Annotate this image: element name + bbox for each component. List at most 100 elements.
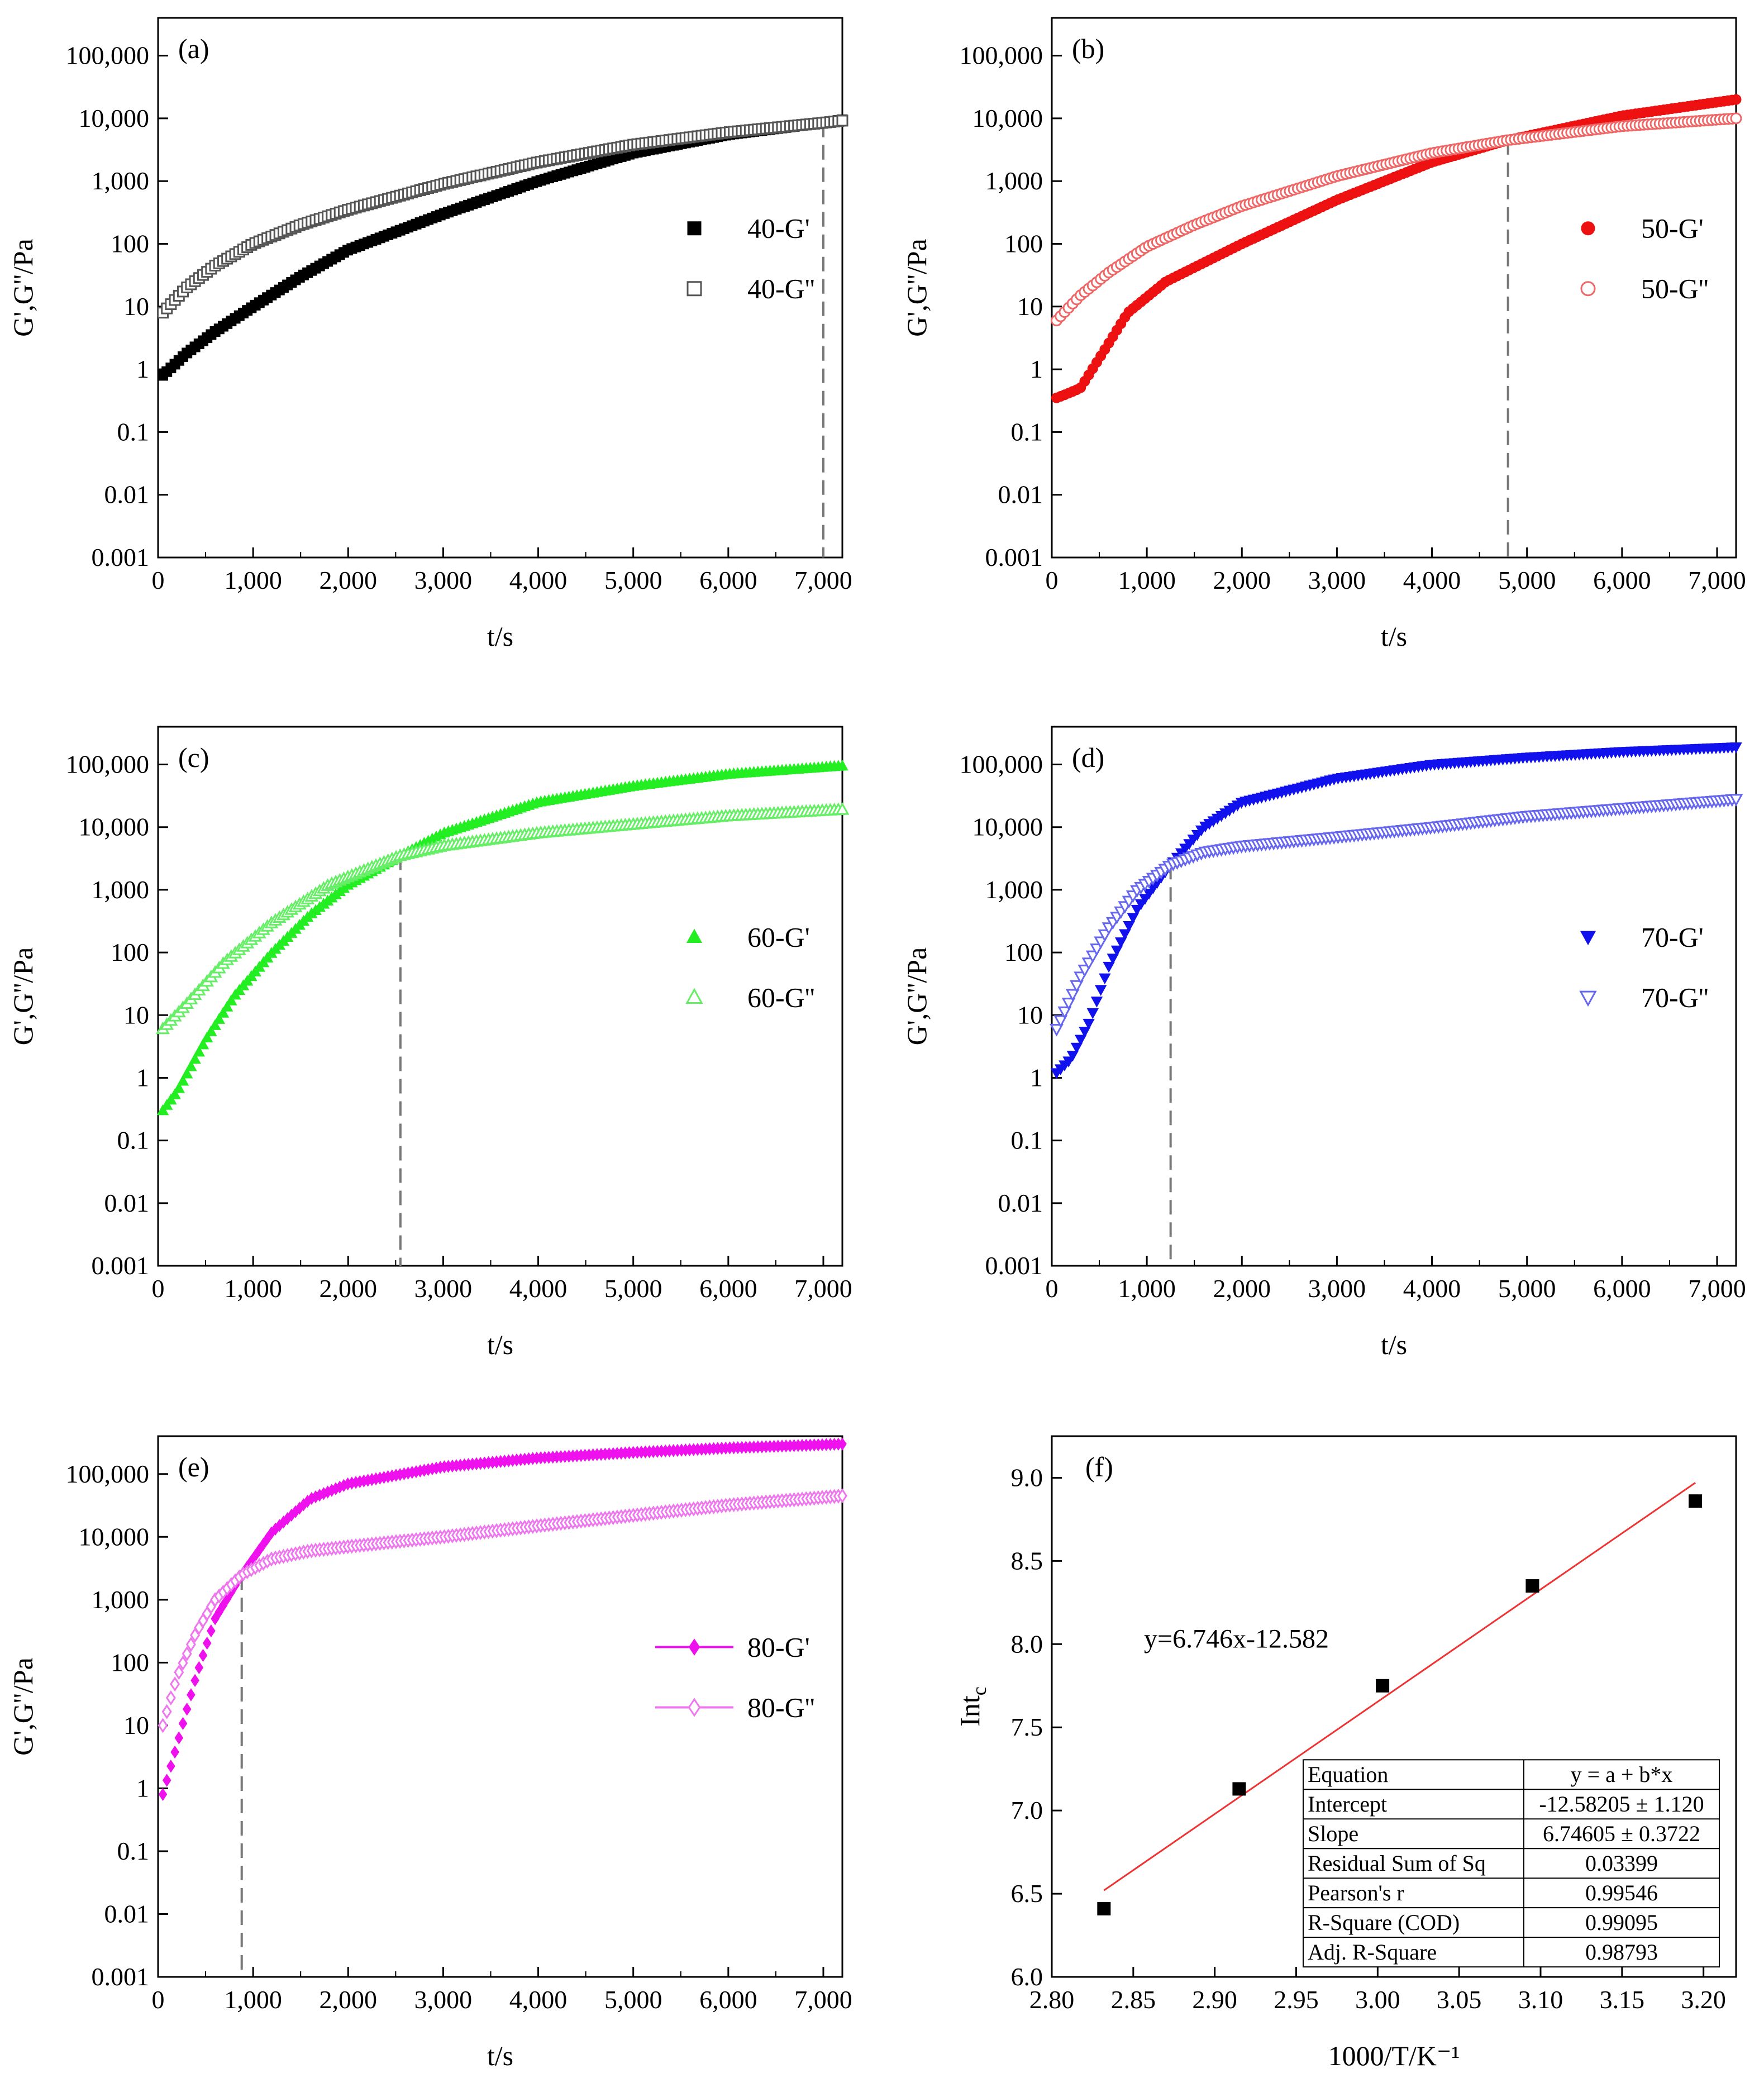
y-tick-label: 1,000	[92, 1585, 150, 1614]
data-point	[169, 1088, 181, 1099]
data-point	[174, 1731, 184, 1745]
stats-cell-label: R-Square (COD)	[1308, 1910, 1460, 1935]
legend-marker	[687, 221, 702, 236]
series-0	[158, 1437, 847, 1801]
x-tick-label: 3,000	[414, 1274, 473, 1303]
panel-2: 0 1,000 2,000 3,000 4,000 5,000 6,000 7,000 0.00…	[7, 726, 852, 1360]
stats-cell-label: Equation	[1308, 1762, 1388, 1787]
stats-table-border	[1303, 1759, 1720, 1968]
y-tick-label: 0.1	[117, 1126, 150, 1155]
x-axis-title: 1000/T/K⁻¹	[1328, 2040, 1460, 2071]
data-point	[836, 115, 848, 127]
data-point	[209, 1019, 221, 1030]
y-tick-label: 10	[123, 1711, 149, 1739]
y-tick-label: 8.5	[1011, 1546, 1043, 1575]
x-tick-label: 1,000	[224, 566, 282, 594]
y-tick-label: 100,000	[960, 750, 1043, 779]
data-point	[173, 1082, 185, 1093]
panel-4: 0 1,000 2,000 3,000 4,000 5,000 6,000 7,000 0.00…	[7, 1435, 852, 2071]
x-tick-label: 4,000	[509, 1274, 568, 1303]
y-axis-title: G',G''/Pa	[901, 947, 932, 1046]
legend-label: 80-G'	[747, 1632, 810, 1663]
data-point	[1090, 997, 1103, 1008]
data-point	[1090, 943, 1104, 956]
y-tick-label: 10,000	[972, 813, 1043, 841]
stats-cell-value: y = a + b*x	[1571, 1762, 1673, 1787]
x-axis-title: t/s	[1381, 1329, 1407, 1360]
stats-cell-label: Slope	[1308, 1821, 1358, 1846]
data-point	[1119, 929, 1131, 941]
data-point	[193, 1045, 206, 1057]
y-axis-title: G',G''/Pa	[7, 239, 39, 337]
y-tick-label: 100	[111, 1648, 149, 1676]
y-tick-label: 100	[1004, 230, 1043, 258]
x-axis-title: t/s	[1381, 621, 1407, 652]
y-tick-label: 100,000	[66, 1460, 150, 1488]
y-tick-label: 7.0	[1011, 1796, 1043, 1824]
x-tick-label: 6,000	[699, 1274, 757, 1303]
data-point	[1107, 954, 1119, 965]
data-point	[1085, 950, 1100, 964]
data-point	[1061, 998, 1076, 1011]
data-point	[162, 1774, 171, 1787]
legend-marker	[1581, 221, 1595, 236]
x-tick-label: 6,000	[699, 1985, 757, 2014]
data-point	[187, 1688, 196, 1702]
data-point	[1098, 929, 1112, 942]
data-point	[1086, 1008, 1099, 1019]
x-tick-label: 5,000	[1498, 566, 1556, 594]
x-tick-label: 3,000	[1308, 566, 1366, 594]
x-tick-label: 6,000	[1593, 1274, 1651, 1303]
x-tick-label: 1,000	[1118, 1274, 1176, 1303]
panel-label: (e)	[178, 1451, 209, 1483]
panel-label: (b)	[1072, 33, 1104, 64]
x-axis-title: t/s	[487, 1329, 513, 1360]
data-point	[1094, 936, 1108, 950]
data-point	[1730, 742, 1742, 754]
data-point	[1094, 985, 1107, 996]
legend-label: 40-G'	[747, 213, 810, 244]
data-point	[835, 802, 850, 815]
plot-frame	[1051, 1435, 1737, 1978]
x-tick-label: 4,000	[509, 1985, 568, 2014]
panel-0: 0 1,000 2,000 3,000 4,000 5,000 6,000 7,000 0.00…	[7, 17, 852, 652]
x-tick-label: 2.90	[1192, 1985, 1237, 2014]
data-point	[160, 1099, 173, 1110]
data-point	[207, 1624, 216, 1638]
x-axis-title: t/s	[487, 2040, 513, 2071]
data-point	[1074, 1035, 1087, 1046]
data-point	[1729, 794, 1743, 807]
legend-label: 50-G'	[1641, 213, 1704, 244]
x-tick-label: 6,000	[699, 566, 757, 594]
stats-cell-label: Adj. R-Square	[1308, 1939, 1437, 1965]
data-point	[1103, 961, 1115, 973]
data-point	[1376, 1679, 1390, 1693]
y-tick-label: 0.001	[985, 543, 1043, 571]
y-tick-label: 100	[111, 230, 149, 258]
x-tick-label: 7,000	[1688, 566, 1746, 594]
legend-marker	[1579, 990, 1597, 1007]
data-point	[1070, 1042, 1083, 1054]
y-tick-label: 10	[1017, 1000, 1043, 1029]
data-point	[1127, 913, 1140, 924]
y-tick-label: 0.1	[1011, 1126, 1043, 1155]
y-tick-label: 10	[1017, 292, 1043, 321]
x-tick-label: 7,000	[1688, 1274, 1746, 1303]
series-0	[158, 114, 848, 381]
y-tick-label: 10	[123, 1000, 149, 1029]
plot-frame	[157, 1435, 843, 1978]
x-tick-label: 0	[152, 566, 165, 594]
y-tick-label: 1	[136, 1063, 149, 1092]
x-tick-label: 2,000	[320, 566, 378, 594]
y-tick-label: 0.1	[1011, 417, 1043, 446]
y-tick-label: 10,000	[79, 1522, 150, 1551]
y-axis-title-sub: c	[968, 1686, 990, 1695]
panel-label: (f)	[1085, 1451, 1113, 1483]
x-tick-label: 7,000	[794, 566, 852, 594]
data-point	[1099, 973, 1111, 985]
y-tick-label: 10,000	[79, 813, 150, 841]
stats-cell-label: Residual Sum of Sq	[1308, 1851, 1486, 1876]
stats-cell-value: 0.98793	[1585, 1939, 1658, 1965]
data-point	[156, 1104, 169, 1116]
y-axis-title: G',G''/Pa	[901, 239, 932, 337]
